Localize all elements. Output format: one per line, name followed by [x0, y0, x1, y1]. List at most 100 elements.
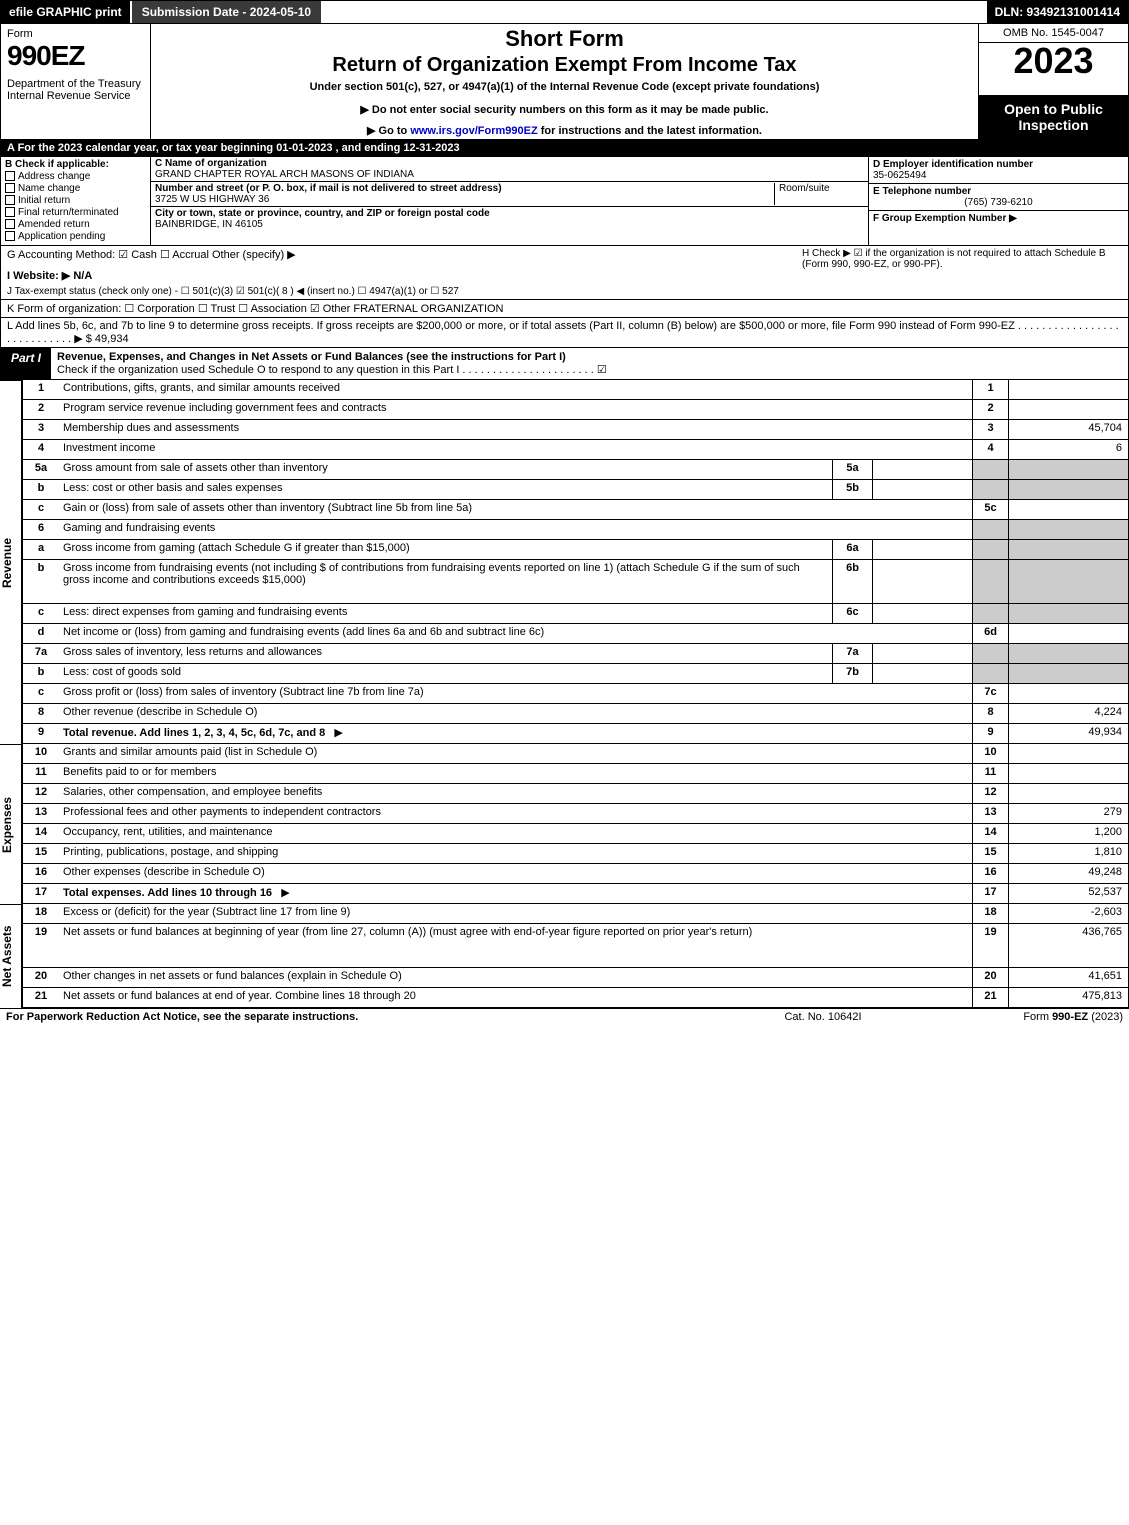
- checkbox-item[interactable]: Application pending: [5, 231, 146, 242]
- part-i-check: Check if the organization used Schedule …: [57, 364, 607, 376]
- form-line: 2Program service revenue including gover…: [22, 400, 1129, 420]
- line-number: 15: [23, 844, 59, 863]
- under-section: Under section 501(c), 527, or 4947(a)(1)…: [157, 81, 972, 93]
- checkbox-item[interactable]: Amended return: [5, 219, 146, 230]
- checkbox-item[interactable]: Name change: [5, 183, 146, 194]
- inner-val: [872, 644, 972, 663]
- line-number: 17: [23, 884, 59, 903]
- col-c: C Name of organizationGRAND CHAPTER ROYA…: [151, 157, 868, 245]
- right-val: 52,537: [1008, 884, 1128, 903]
- line-desc: Total revenue. Add lines 1, 2, 3, 4, 5c,…: [59, 724, 972, 743]
- right-val: [1008, 604, 1128, 623]
- line-desc: Less: cost of goods sold: [59, 664, 832, 683]
- top-bar: efile GRAPHIC print Submission Date - 20…: [0, 0, 1129, 24]
- right-val: [1008, 560, 1128, 603]
- line-desc: Investment income: [59, 440, 972, 459]
- line-number: c: [23, 684, 59, 703]
- inner-num: 7b: [832, 664, 872, 683]
- tax-year: 2023: [979, 43, 1128, 95]
- form-line: 19Net assets or fund balances at beginni…: [22, 924, 1129, 968]
- checkbox-item[interactable]: Final return/terminated: [5, 207, 146, 218]
- line-number: 16: [23, 864, 59, 883]
- inner-val: [872, 480, 972, 499]
- right-num: 2: [972, 400, 1008, 419]
- phone: (765) 739-6210: [873, 197, 1124, 208]
- line-number: 9: [23, 724, 59, 743]
- line-desc: Less: cost or other basis and sales expe…: [59, 480, 832, 499]
- tax-exempt-status: J Tax-exempt status (check only one) - ☐…: [7, 286, 802, 297]
- line-desc: Other expenses (describe in Schedule O): [59, 864, 972, 883]
- right-val: [1008, 460, 1128, 479]
- right-num: 20: [972, 968, 1008, 987]
- footer-mid: Cat. No. 10642I: [723, 1011, 923, 1023]
- right-num: 13: [972, 804, 1008, 823]
- line-number: 13: [23, 804, 59, 823]
- right-num: 19: [972, 924, 1008, 967]
- line-desc: Other changes in net assets or fund bala…: [59, 968, 972, 987]
- right-num: 6d: [972, 624, 1008, 643]
- expenses-label: Expenses: [0, 744, 22, 904]
- line-desc: Net assets or fund balances at beginning…: [59, 924, 972, 967]
- line-number: 21: [23, 988, 59, 1007]
- form-line: 18Excess or (deficit) for the year (Subt…: [22, 904, 1129, 924]
- line-desc: Gross income from fundraising events (no…: [59, 560, 832, 603]
- line-number: 11: [23, 764, 59, 783]
- form-header: Form 990EZ Department of the Treasury In…: [0, 24, 1129, 140]
- right-num: 12: [972, 784, 1008, 803]
- right-val: [1008, 540, 1128, 559]
- line-number: 8: [23, 704, 59, 723]
- line-desc: Gross income from gaming (attach Schedul…: [59, 540, 832, 559]
- d-hdr: D Employer identification number: [873, 159, 1033, 170]
- line-number: b: [23, 480, 59, 499]
- right-num: 4: [972, 440, 1008, 459]
- right-val: [1008, 480, 1128, 499]
- line-number: c: [23, 500, 59, 519]
- form-line: 1Contributions, gifts, grants, and simil…: [22, 380, 1129, 400]
- f-hdr: F Group Exemption Number ▶: [873, 213, 1017, 224]
- line-number: 14: [23, 824, 59, 843]
- line-desc: Professional fees and other payments to …: [59, 804, 972, 823]
- inner-num: 5b: [832, 480, 872, 499]
- right-num: 10: [972, 744, 1008, 763]
- right-val: [1008, 764, 1128, 783]
- line-number: d: [23, 624, 59, 643]
- c-name-hdr: C Name of organization: [155, 158, 267, 169]
- goto-note: ▶ Go to www.irs.gov/Form990EZ for instru…: [157, 124, 972, 137]
- right-val: [1008, 500, 1128, 519]
- form-id-block: Form 990EZ Department of the Treasury In…: [1, 24, 151, 139]
- right-num: 1: [972, 380, 1008, 399]
- form-line: bGross income from fundraising events (n…: [22, 560, 1129, 604]
- part-i-bar: Part I Revenue, Expenses, and Changes in…: [0, 348, 1129, 380]
- irs-link[interactable]: www.irs.gov/Form990EZ: [410, 125, 537, 137]
- form-line: 4Investment income46: [22, 440, 1129, 460]
- line-desc: Salaries, other compensation, and employ…: [59, 784, 972, 803]
- line-desc: Program service revenue including govern…: [59, 400, 972, 419]
- row-a: A For the 2023 calendar year, or tax yea…: [0, 140, 1129, 157]
- inner-num: 7a: [832, 644, 872, 663]
- form-line: 20Other changes in net assets or fund ba…: [22, 968, 1129, 988]
- right-num: [972, 540, 1008, 559]
- form-title-block: Short Form Return of Organization Exempt…: [151, 24, 978, 139]
- right-val: 4,224: [1008, 704, 1128, 723]
- right-val: 1,810: [1008, 844, 1128, 863]
- right-num: 8: [972, 704, 1008, 723]
- form-line: dNet income or (loss) from gaming and fu…: [22, 624, 1129, 644]
- checkbox-item[interactable]: Initial return: [5, 195, 146, 206]
- line-number: 7a: [23, 644, 59, 663]
- right-num: 15: [972, 844, 1008, 863]
- dln: DLN: 93492131001414: [987, 1, 1128, 23]
- right-num: 3: [972, 420, 1008, 439]
- footer-left: For Paperwork Reduction Act Notice, see …: [6, 1011, 723, 1023]
- website-row: I Website: ▶ N/A: [7, 269, 802, 282]
- row-l: L Add lines 5b, 6c, and 7b to line 9 to …: [0, 318, 1129, 348]
- open-inspection: Open to Public Inspection: [979, 95, 1128, 139]
- line-number: b: [23, 664, 59, 683]
- checkbox-item[interactable]: Address change: [5, 171, 146, 182]
- efile-print-button[interactable]: efile GRAPHIC print: [1, 1, 132, 23]
- right-num: 7c: [972, 684, 1008, 703]
- right-num: [972, 644, 1008, 663]
- line-number: 2: [23, 400, 59, 419]
- line-desc: Contributions, gifts, grants, and simila…: [59, 380, 972, 399]
- line-desc: Gaming and fundraising events: [59, 520, 972, 539]
- right-val: -2,603: [1008, 904, 1128, 923]
